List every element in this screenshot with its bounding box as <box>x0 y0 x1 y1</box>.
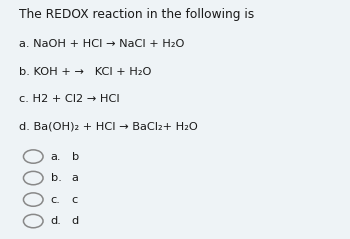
Text: c: c <box>72 195 78 205</box>
Text: b.: b. <box>51 173 62 183</box>
Text: b: b <box>72 152 79 162</box>
Text: The REDOX reaction in the following is: The REDOX reaction in the following is <box>19 8 254 21</box>
Text: d. Ba(OH)₂ + HCl → BaCl₂+ H₂O: d. Ba(OH)₂ + HCl → BaCl₂+ H₂O <box>19 122 198 132</box>
Text: a.: a. <box>51 152 61 162</box>
Text: b. KOH + →   KCl + H₂O: b. KOH + → KCl + H₂O <box>19 67 152 77</box>
Text: a: a <box>72 173 79 183</box>
Text: a. NaOH + HCl → NaCl + H₂O: a. NaOH + HCl → NaCl + H₂O <box>19 39 185 49</box>
Text: d: d <box>72 216 79 226</box>
Text: c.: c. <box>51 195 61 205</box>
Text: c. H2 + Cl2 → HCl: c. H2 + Cl2 → HCl <box>19 94 120 104</box>
Text: d.: d. <box>51 216 62 226</box>
